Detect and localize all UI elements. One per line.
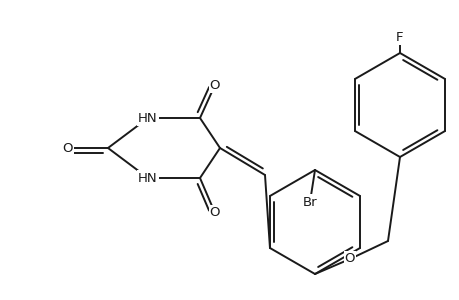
Text: O: O — [209, 79, 220, 92]
Text: O: O — [209, 206, 220, 220]
Text: F: F — [395, 31, 403, 44]
Text: HN: HN — [138, 172, 157, 184]
Text: O: O — [62, 142, 73, 154]
Text: Br: Br — [302, 196, 317, 208]
Text: HN: HN — [138, 112, 157, 124]
Text: O: O — [344, 253, 354, 266]
